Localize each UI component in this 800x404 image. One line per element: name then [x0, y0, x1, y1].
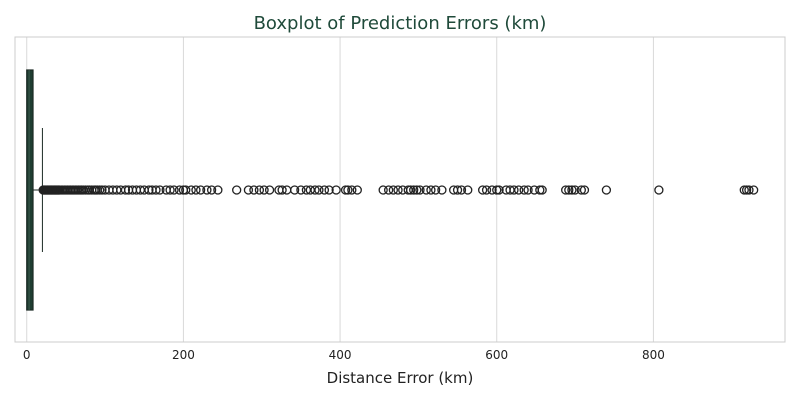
outlier-point-83: [296, 185, 306, 195]
outlier-point-94: [352, 185, 362, 195]
outlier-point-101: [405, 185, 416, 195]
x-tick-label-0: 0: [23, 348, 31, 362]
outlier-point-67: [186, 185, 196, 195]
outlier-point-80: [277, 185, 287, 195]
outlier-point-102: [409, 185, 419, 195]
outlier-point-134: [654, 185, 664, 195]
outlier-point-108: [437, 185, 447, 195]
outlier-point-88: [319, 185, 330, 195]
outlier-point-51: [120, 185, 131, 195]
outlier-point-62: [165, 185, 175, 195]
outlier-point-77: [259, 185, 269, 195]
outlier-point-63: [169, 185, 179, 195]
outlier-point-123: [523, 185, 533, 195]
outlier-point-95: [378, 185, 388, 195]
outlier-point-73: [232, 185, 242, 195]
outlier-point-112: [463, 185, 473, 195]
outlier-point-66: [181, 185, 191, 195]
outlier-point-70: [202, 185, 212, 195]
outlier-point-78: [264, 185, 275, 195]
outlier-point-60: [155, 185, 165, 195]
x-tick-label-200: 200: [172, 348, 195, 362]
outlier-point-114: [481, 185, 492, 195]
outlier-point-127: [561, 185, 571, 195]
outlier-point-131: [576, 185, 586, 195]
x-tick-label-400: 400: [329, 348, 352, 362]
outlier-point-103: [412, 185, 422, 195]
tick-layer: 0 200 400 600 800: [23, 348, 665, 362]
outlier-point-57: [144, 185, 154, 195]
outlier-point-126: [537, 185, 547, 195]
outlier-point-117: [494, 185, 504, 195]
outlier-point-97: [388, 185, 398, 195]
outlier-point-75: [249, 185, 259, 195]
outlier-point-130: [570, 185, 580, 195]
outlier-point-129: [567, 185, 577, 195]
outlier-point-82: [289, 185, 300, 195]
outlier-point-96: [383, 185, 394, 195]
outlier-layer: [38, 185, 759, 195]
chart-title: Boxplot of Prediction Errors (km): [254, 13, 547, 34]
x-tick-label-800: 800: [642, 348, 665, 362]
outlier-point-87: [314, 185, 324, 195]
outlier-point-72: [213, 185, 223, 195]
outlier-point-86: [310, 185, 320, 195]
outlier-point-68: [191, 185, 201, 195]
plot-frame: [14, 36, 786, 343]
outlier-point-111: [456, 185, 467, 195]
outlier-point-92: [343, 185, 353, 195]
outlier-point-69: [195, 185, 206, 195]
outlier-point-121: [514, 185, 524, 195]
outlier-point-115: [487, 185, 497, 195]
outlier-point-137: [744, 185, 754, 195]
outlier-point-107: [430, 185, 441, 195]
outlier-point-122: [519, 185, 529, 195]
outlier-point-45: [97, 185, 107, 195]
outlier-point-98: [393, 185, 403, 195]
outlier-point-105: [421, 185, 431, 195]
x-axis-label: Distance Error (km): [327, 369, 474, 387]
outlier-point-138: [749, 185, 759, 195]
outlier-point-81: [282, 185, 292, 195]
outlier-point-64: [174, 185, 185, 195]
outlier-point-133: [601, 185, 612, 195]
outlier-point-90: [331, 185, 341, 195]
iqr-box: [26, 69, 34, 311]
outlier-point-104: [415, 185, 425, 195]
outlier-point-89: [324, 185, 334, 195]
outlier-point-76: [254, 185, 265, 195]
outlier-point-74: [243, 185, 254, 195]
outlier-point-106: [426, 185, 436, 195]
x-tick-label-600: 600: [485, 348, 508, 362]
outlier-point-110: [452, 185, 463, 195]
outlier-point-93: [347, 185, 357, 195]
outlier-point-59: [151, 185, 161, 195]
outlier-point-71: [206, 185, 217, 195]
outlier-point-120: [509, 185, 519, 195]
outlier-point-132: [579, 185, 590, 195]
outlier-point-113: [477, 185, 488, 195]
outlier-point-128: [564, 185, 574, 195]
